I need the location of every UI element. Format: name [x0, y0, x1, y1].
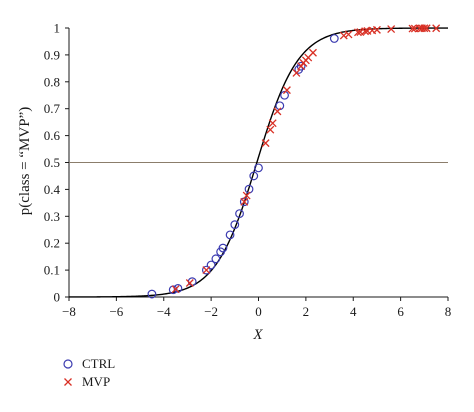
y-tick-label: 0.6	[44, 128, 61, 143]
mvp-point-stroke	[361, 27, 370, 36]
ctrl-point	[225, 230, 235, 240]
x-tick-label: −6	[109, 304, 123, 319]
mvp-point-stroke	[240, 197, 249, 206]
y-tick-label: 0.2	[44, 236, 60, 251]
legend-label-mvp: MVP	[82, 374, 110, 389]
mvp-point-stroke	[171, 285, 180, 294]
mvp-point	[387, 25, 396, 34]
mvp-point	[261, 139, 270, 148]
mvp-point-stroke	[420, 24, 429, 33]
y-tick-label: 0.4	[44, 182, 61, 197]
y-tick-label: 0.1	[44, 263, 60, 278]
mvp-point-stroke	[339, 31, 348, 40]
mvp-point-stroke	[309, 48, 317, 57]
mvp-point	[339, 31, 348, 40]
y-ticks: 0 0.1 0.2 0.3 0.4 0.5 0.6 0.7 0.8 0.9 1	[44, 21, 69, 305]
mvp-point	[372, 25, 381, 34]
ctrl-point	[147, 289, 157, 299]
mvp-point-stroke	[273, 107, 282, 116]
x-tick-label: −4	[157, 304, 171, 319]
plot-area: −8 −6 −4 −2 0 2 4 6 8 00.10.20.30.40.50.60.70.80…	[44, 21, 452, 320]
x-tick-label: −2	[204, 304, 218, 319]
mvp-point	[171, 285, 180, 294]
mvp-point	[292, 68, 301, 77]
mvp-point	[266, 125, 275, 134]
ctrl-point	[235, 209, 244, 219]
ctrl-point	[280, 90, 289, 100]
mvp-point	[354, 28, 362, 37]
mvp-point	[282, 86, 291, 95]
x-tick-label: 2	[303, 304, 310, 319]
ctrl-point	[201, 265, 211, 275]
mvp-point-stroke	[372, 25, 381, 34]
x-tick-label: 6	[397, 304, 404, 319]
y-tick-label: 0.5	[44, 155, 60, 170]
y-axis-label: p(class = “MVP”)	[17, 107, 33, 215]
legend-marker-ctrl	[63, 359, 73, 369]
ctrl-point	[230, 220, 240, 230]
mvp-point	[361, 27, 370, 36]
mvp-point-stroke	[344, 30, 353, 39]
mvp-point	[420, 24, 429, 33]
mvp-point	[185, 279, 194, 287]
ctrl-point	[211, 254, 221, 264]
mvp-point	[344, 30, 353, 39]
y-tick-label: 0.3	[44, 209, 60, 224]
x-tick-label: 8	[445, 304, 452, 319]
legend: CTRL MVP	[63, 356, 115, 389]
ctrl-point	[218, 243, 228, 253]
mvp-point	[242, 191, 251, 200]
y-tick-label: 0.9	[44, 47, 60, 62]
mvp-point	[408, 24, 417, 33]
mvp-point	[268, 119, 277, 128]
x-tick-label: −8	[62, 304, 76, 319]
legend-cross	[64, 378, 72, 386]
fitted-curve	[69, 27, 448, 298]
mvp-point-stroke	[242, 191, 251, 200]
mvp-point	[309, 48, 317, 57]
mvp-point-stroke	[354, 28, 362, 37]
mvp-point-stroke	[268, 119, 277, 128]
y-tick-label: 0.8	[44, 74, 60, 89]
x-ticks: −8 −6 −4 −2 0 2 4 6 8	[62, 297, 451, 319]
mvp-point-stroke	[422, 24, 431, 33]
mvp-point-stroke	[432, 24, 441, 33]
mvp-point	[273, 107, 282, 116]
ctrl-point	[187, 277, 197, 287]
y-tick-label: 0	[54, 290, 61, 305]
ctrl-point	[254, 163, 263, 173]
legend-marker-mvp	[64, 378, 72, 386]
legend-item-mvp: MVP	[64, 374, 110, 389]
mvp-point	[202, 266, 211, 275]
mvp-point	[240, 197, 249, 206]
ctrl-point	[206, 260, 216, 270]
legend-label-ctrl: CTRL	[82, 356, 115, 371]
x-tick-label: 4	[350, 304, 357, 319]
y-tick-label: 0.7	[44, 101, 61, 116]
mvp-point-stroke	[408, 24, 417, 33]
mvp-point-stroke	[266, 125, 275, 134]
mvp-point-stroke	[185, 279, 194, 287]
mvp-point-stroke	[202, 266, 211, 275]
mvp-point-stroke	[387, 25, 396, 34]
legend-cross-stroke	[64, 378, 72, 386]
data-markers	[147, 24, 441, 299]
mvp-point-stroke	[261, 139, 270, 148]
x-axis-label: X	[252, 327, 263, 343]
legend-item-ctrl: CTRL	[63, 356, 115, 371]
mvp-point-stroke	[292, 68, 301, 77]
mvp-point-stroke	[282, 86, 291, 95]
ctrl-point	[249, 171, 259, 181]
y-tick-label: 1	[54, 21, 61, 36]
mvp-point	[422, 24, 431, 33]
ctrl-point	[296, 61, 306, 71]
mvp-point	[432, 24, 441, 33]
ctrl-point	[329, 34, 339, 43]
x-tick-label: 0	[255, 304, 262, 319]
